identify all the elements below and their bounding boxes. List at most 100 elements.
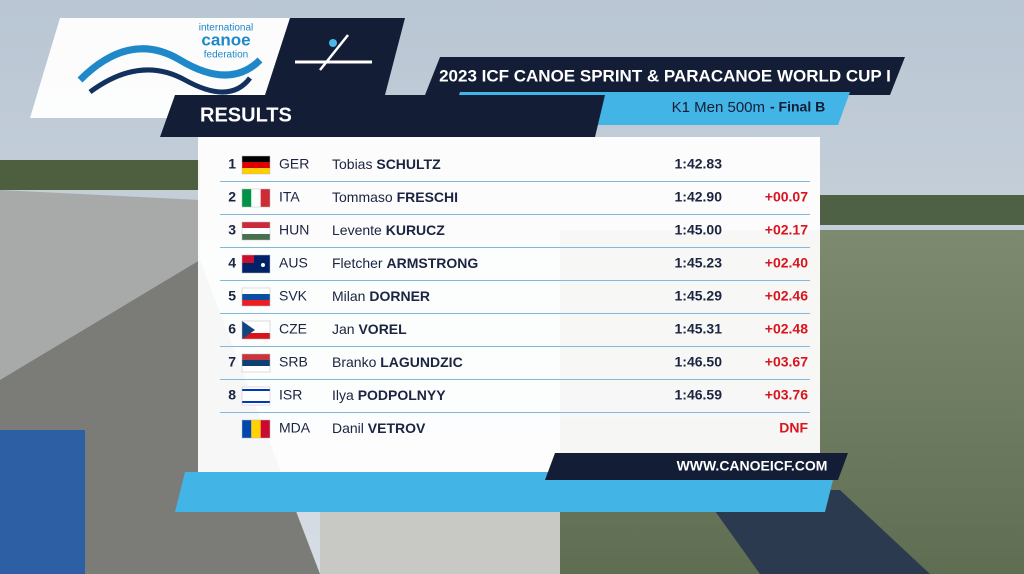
first-name: Ilya	[332, 387, 354, 403]
section-title: RESULTS	[200, 104, 292, 126]
flag-stripe	[251, 189, 261, 207]
flag-stripe	[251, 420, 261, 438]
time: 1:45.29	[675, 288, 723, 304]
flag-stripe	[242, 156, 270, 162]
flag-border	[241, 155, 271, 175]
section-bar	[160, 95, 605, 137]
flag	[241, 419, 271, 439]
athlete-name: Ilya PODPOLNYY	[332, 387, 446, 403]
footer-bar	[175, 472, 835, 512]
flag-stripe	[242, 234, 270, 240]
flag-stripe	[242, 261, 270, 267]
country-code: SRB	[279, 354, 308, 370]
tree-line	[820, 195, 1024, 225]
time: 1:42.83	[675, 156, 723, 172]
first-name: Fletcher	[332, 255, 383, 271]
logo-text: canoe	[201, 30, 250, 49]
logo-wave	[77, 45, 263, 83]
rank: 1	[228, 156, 236, 172]
athlete-name: Fletcher ARMSTRONG	[332, 255, 478, 271]
athlete-name: Tobias SCHULTZ	[332, 156, 441, 172]
last-name: KURUCZ	[386, 222, 446, 238]
phase: - Final B	[770, 99, 825, 115]
country-code: SVK	[279, 288, 308, 304]
country-code: ITA	[279, 189, 300, 205]
flag	[241, 353, 271, 373]
last-name: PODPOLNYY	[358, 387, 447, 403]
flag-stripe	[242, 294, 270, 300]
last-name: VOREL	[358, 321, 407, 337]
country-code: MDA	[279, 420, 311, 436]
logo-wave	[88, 67, 253, 95]
banner	[0, 430, 85, 574]
rank: 5	[228, 288, 236, 304]
flag-border	[241, 353, 271, 373]
title-bar	[425, 57, 905, 95]
athlete-name: Branko LAGUNDZIC	[332, 354, 463, 370]
flag-stripe	[242, 354, 270, 360]
results-panel	[198, 137, 820, 472]
country-code: ISR	[279, 387, 302, 403]
flag-stripe	[242, 255, 270, 261]
last-name: VETROV	[368, 420, 426, 436]
time: 1:46.59	[675, 387, 723, 403]
flag-stripe	[242, 333, 270, 339]
flag-stripe	[260, 420, 270, 438]
logo-text: international	[199, 23, 253, 34]
flag-stripe	[242, 389, 270, 391]
first-name: Branko	[332, 354, 377, 370]
flag	[241, 386, 271, 406]
flag-border	[241, 254, 271, 274]
paddle-icon	[319, 34, 349, 71]
flag	[241, 320, 271, 340]
country-code: HUN	[279, 222, 309, 238]
gap: +03.76	[765, 387, 808, 403]
website-bar	[545, 453, 848, 480]
gap: +02.40	[765, 255, 808, 271]
last-name: LAGUNDZIC	[380, 354, 462, 370]
flag-stripe	[260, 189, 270, 207]
gap: DNF	[779, 420, 808, 436]
flag-border	[241, 287, 271, 307]
flag-stripe	[261, 263, 265, 267]
last-name: ARMSTRONG	[386, 255, 478, 271]
gap: +00.07	[765, 189, 808, 205]
flag-stripe	[242, 162, 270, 168]
athlete-name: Danil VETROV	[332, 420, 426, 436]
last-name: FRESCHI	[397, 189, 458, 205]
athlete-name: Levente KURUCZ	[332, 222, 445, 238]
flag-stripe	[242, 360, 270, 366]
flag-stripe	[242, 288, 270, 294]
flag-stripe	[242, 222, 270, 228]
first-name: Levente	[332, 222, 382, 238]
gap: +02.46	[765, 288, 808, 304]
walkway	[320, 500, 560, 574]
gap: +02.17	[765, 222, 808, 238]
athlete-name: Milan DORNER	[332, 288, 430, 304]
results-table: 1 GER Tobias SCHULTZ 1:42.83 2 ITA Tommaso FRE…	[220, 155, 810, 439]
flag-stripe	[242, 327, 270, 333]
flag-stripe	[242, 255, 254, 263]
first-name: Milan	[332, 288, 365, 304]
flag-stripe	[242, 321, 270, 327]
flag-border	[241, 419, 271, 439]
logo-text: federation	[204, 50, 248, 61]
country-code: CZE	[279, 321, 307, 337]
country-code: AUS	[279, 255, 308, 271]
flag-border	[241, 221, 271, 241]
flag-stripe	[242, 267, 270, 273]
icon-panel	[265, 18, 405, 95]
rank: 3	[228, 222, 236, 238]
flag-stripe	[242, 401, 270, 403]
time: 1:46.50	[675, 354, 723, 370]
last-name: DORNER	[369, 288, 430, 304]
first-name: Tommaso	[332, 189, 393, 205]
gap: +02.48	[765, 321, 808, 337]
flag-stripe	[242, 168, 270, 174]
website: WWW.CANOEICF.COM	[677, 458, 828, 474]
flag-stripe	[242, 300, 270, 306]
rank: 8	[228, 387, 236, 403]
first-name: Danil	[332, 420, 364, 436]
trees	[0, 160, 200, 190]
